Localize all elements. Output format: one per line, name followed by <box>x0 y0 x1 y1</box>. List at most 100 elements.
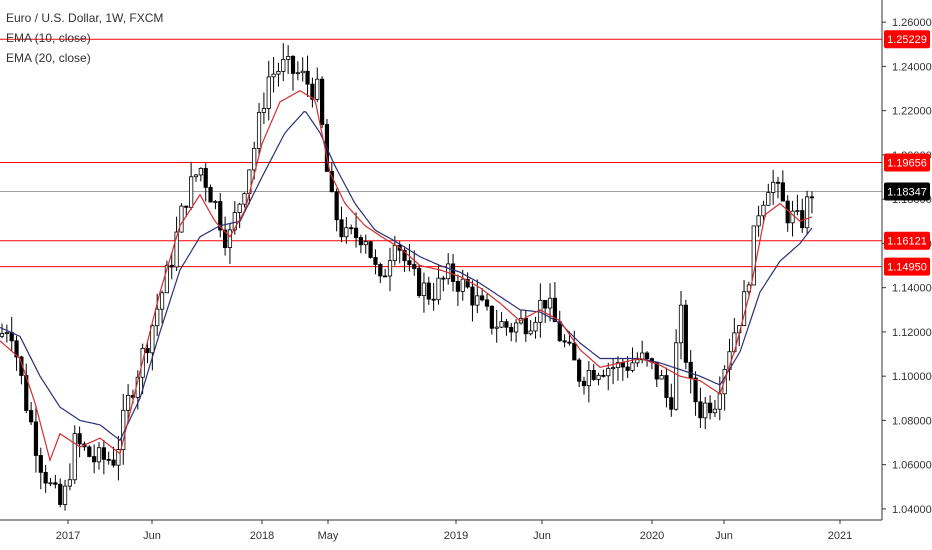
candle-body <box>155 308 160 327</box>
y-tick-label: 1.14000 <box>892 283 932 295</box>
candle-body <box>795 210 800 212</box>
candle-body <box>528 330 533 335</box>
candle-body <box>150 325 155 354</box>
candle-body <box>106 458 111 461</box>
candle-body <box>688 361 693 379</box>
candle-body <box>630 362 635 371</box>
candle-body <box>33 421 39 456</box>
last-price-label: 1.18347 <box>887 186 927 198</box>
candle-body <box>43 471 48 484</box>
candle-body <box>193 174 199 178</box>
level-tag <box>884 153 930 172</box>
y-tick-label: 1.08000 <box>892 415 932 427</box>
candle-body <box>431 298 436 301</box>
chart-legend: Euro / U.S. Dollar, 1W, FXCM EMA (10, cl… <box>6 8 163 68</box>
candle-body <box>596 374 601 380</box>
horizontal-levels[interactable] <box>0 38 882 268</box>
candle-body <box>213 201 218 203</box>
candle-body <box>0 333 5 337</box>
y-tick-label: 1.06000 <box>892 460 932 472</box>
candle-body <box>58 483 63 505</box>
candle-body <box>203 167 208 188</box>
candle-body <box>62 485 68 505</box>
candle-body <box>455 281 461 292</box>
candle-body <box>809 196 815 199</box>
y-tick-label: 1.24000 <box>892 61 932 73</box>
candle-body <box>693 377 698 403</box>
ema-20-line <box>0 111 813 442</box>
x-tick-label: Jun <box>715 530 733 542</box>
legend-title[interactable]: Euro / U.S. Dollar, 1W, FXCM <box>6 11 164 25</box>
candle-body <box>460 278 465 292</box>
candle-body <box>227 229 233 248</box>
candle-body <box>111 459 116 466</box>
candle-body <box>378 264 383 277</box>
candle-body <box>222 229 228 248</box>
candle-body <box>708 402 713 414</box>
candle-body <box>698 401 703 419</box>
candle-body <box>664 375 669 399</box>
candle-body <box>164 264 169 294</box>
candle-body <box>329 171 334 193</box>
candle-body <box>412 264 417 269</box>
candle-body <box>450 263 456 282</box>
candle-body <box>514 322 519 333</box>
candle-body <box>659 375 664 380</box>
candle-body <box>436 277 441 301</box>
candle-body <box>557 321 562 342</box>
candle-body <box>547 297 553 309</box>
candle-body <box>678 304 684 344</box>
candle-body <box>179 205 184 233</box>
candle-body <box>780 182 785 202</box>
candle-body <box>426 282 431 300</box>
candle-body <box>494 326 499 329</box>
candle-body <box>669 397 674 410</box>
candle-body <box>252 147 257 171</box>
candle-body <box>416 268 422 297</box>
candle-body <box>751 225 756 286</box>
candle-body <box>465 278 470 288</box>
legend-ema20[interactable]: EMA (20, close) <box>6 51 91 65</box>
candle-body <box>577 359 582 382</box>
x-tick-label: 2017 <box>56 530 80 542</box>
legend-ema10[interactable]: EMA (10, close) <box>6 31 91 45</box>
candle-body <box>373 257 378 265</box>
candle-body <box>475 295 480 306</box>
price-axis[interactable]: 1.04000 1.06000 1.08000 1.10000 1.12000 1.140… <box>882 17 932 516</box>
candle-body <box>315 78 320 100</box>
candle-body <box>38 455 43 473</box>
candle-body <box>77 433 82 445</box>
candle-body <box>368 241 373 258</box>
candle-body <box>295 72 300 75</box>
candle-body <box>300 70 305 74</box>
candle-body <box>116 449 121 466</box>
candle-body <box>101 447 106 460</box>
time-axis[interactable]: 2017 Jun 2018 May 2019 Jun 2020 Jun 2021 <box>56 520 852 542</box>
x-tick-label: 2021 <box>828 530 852 542</box>
x-tick-label: Jun <box>533 530 551 542</box>
ema-10-line <box>0 90 813 463</box>
candle-body <box>87 446 92 457</box>
candle-body <box>363 241 368 246</box>
candle-body <box>572 342 577 361</box>
candle-body <box>281 58 286 72</box>
candle-body <box>92 456 97 463</box>
candle-body <box>383 275 388 278</box>
candle-body <box>208 187 213 203</box>
candle-body <box>775 181 781 184</box>
candle-body <box>344 227 349 238</box>
candle-body <box>674 342 679 410</box>
y-tick-label: 1.22000 <box>892 106 932 118</box>
candle-body <box>266 76 271 109</box>
level-tag <box>884 231 930 250</box>
candle-body <box>552 297 558 323</box>
candle-body <box>53 482 58 485</box>
candle-body <box>606 367 611 377</box>
candle-body <box>484 299 490 307</box>
candle-body <box>4 332 9 334</box>
level-tag-label: 1.19656 <box>887 158 927 170</box>
candle-body <box>761 204 766 217</box>
candle-body <box>635 359 640 364</box>
candle-body <box>72 433 77 481</box>
